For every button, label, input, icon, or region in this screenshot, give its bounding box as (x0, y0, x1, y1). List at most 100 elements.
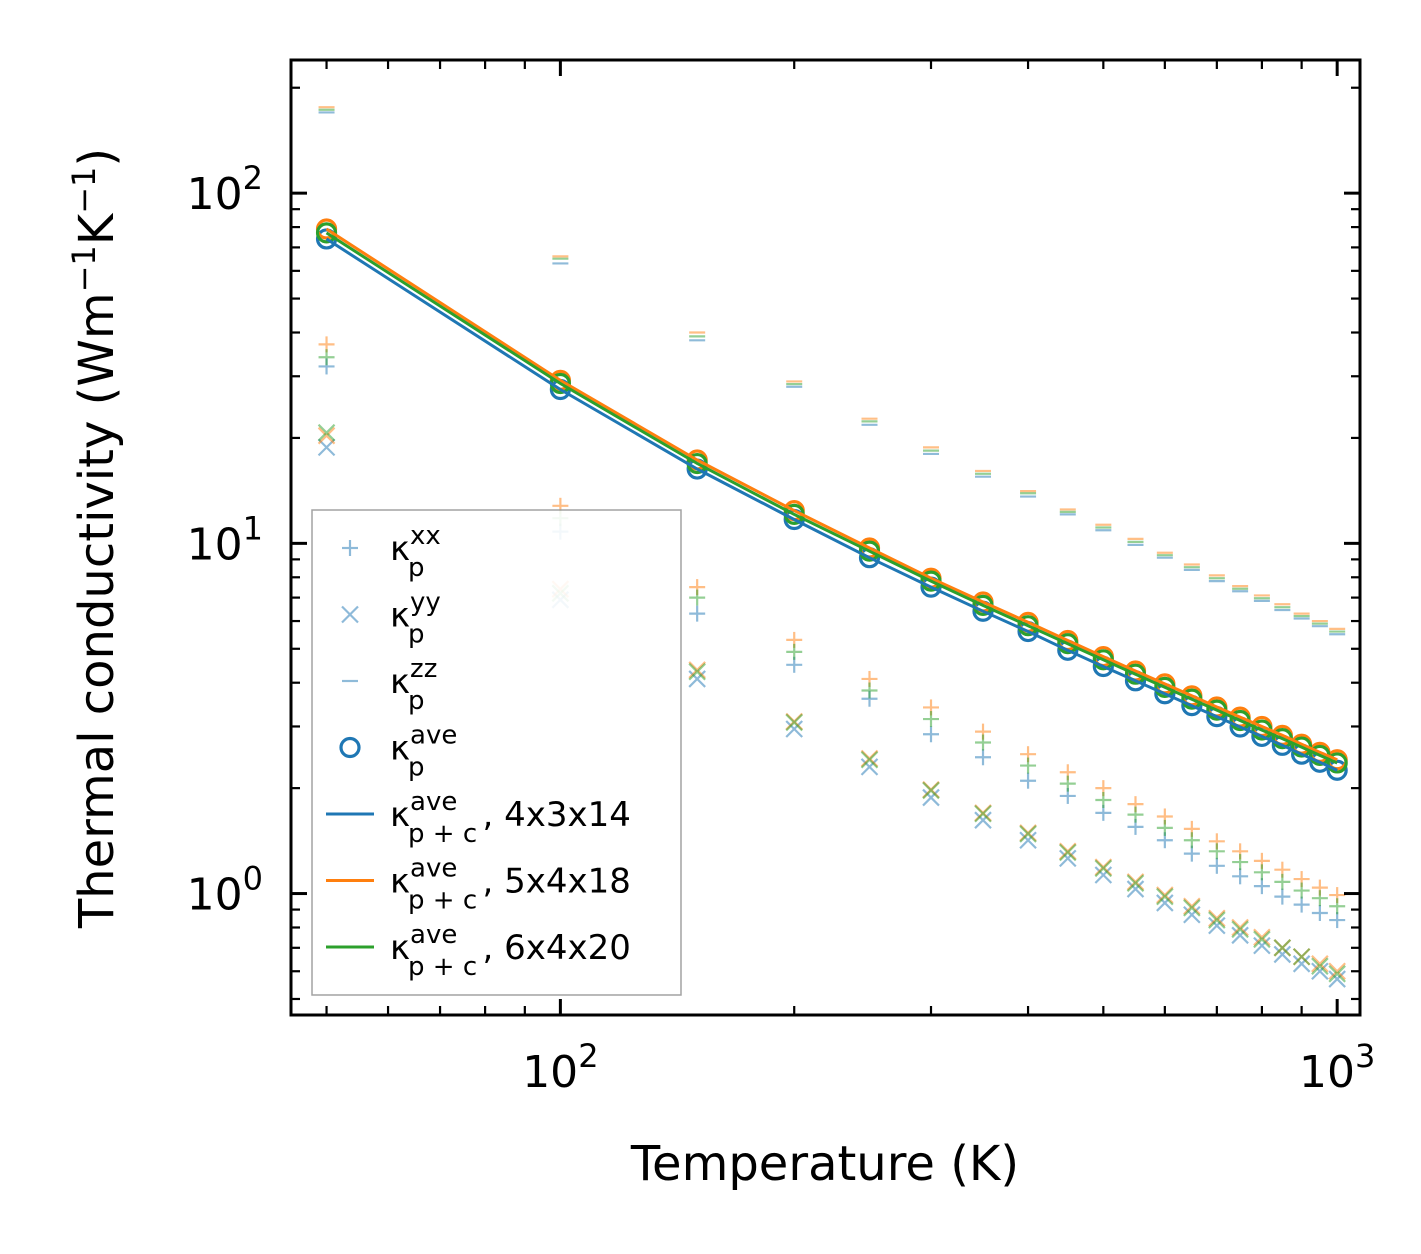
data-point (1156, 887, 1174, 906)
data-point (1253, 930, 1271, 949)
data-point (1059, 849, 1077, 868)
y-tick-label: 102 (187, 159, 263, 220)
data-point (1274, 873, 1291, 890)
data-point (315, 222, 338, 244)
data-point (689, 605, 706, 622)
data-point (1311, 955, 1329, 973)
data-point (1183, 845, 1200, 862)
series-kzz-5x4x18 (318, 106, 1346, 630)
data-point (860, 750, 879, 769)
series-kave-5x4x18-line (325, 227, 1338, 762)
data-point (688, 670, 706, 688)
data-point (1183, 897, 1201, 916)
data-point (1231, 918, 1249, 937)
data-point (1208, 909, 1226, 928)
series-kxx-5x4x18 (318, 336, 1346, 904)
data-point (1326, 759, 1348, 781)
axes-frame (289, 58, 1362, 1017)
y-ticks (291, 86, 1360, 1001)
legend-marker-swatch (339, 736, 361, 759)
legend-label: κave p + c, 4x3x14 (390, 787, 631, 849)
data-point (1311, 890, 1328, 907)
data-point (317, 423, 336, 442)
legend-box (311, 509, 682, 996)
legend-entry: κave p + c, 5x4x18 (326, 854, 631, 916)
data-point (1094, 866, 1113, 884)
legend-label: κzz p (390, 654, 437, 716)
data-point (1019, 825, 1037, 843)
data-point (1208, 916, 1226, 935)
data-point (1059, 775, 1076, 792)
series-kzz-6x4x20 (318, 108, 1346, 633)
data-point (974, 811, 992, 829)
data-point (1273, 939, 1292, 957)
data-point (1183, 899, 1201, 917)
data-point (1019, 831, 1037, 850)
data-point (1208, 857, 1225, 874)
data-point (786, 643, 803, 660)
data-point (922, 781, 940, 800)
series-kyy-6x4x20 (317, 423, 1346, 983)
legend-label: κxx p (390, 521, 441, 583)
y-axis-label-end: ) (69, 148, 125, 167)
data-point (688, 662, 706, 681)
legend-label: κyy p (390, 588, 441, 650)
data-point (1126, 880, 1145, 898)
data-point (1183, 905, 1201, 924)
data-point (318, 349, 335, 366)
data-point (785, 720, 803, 738)
series-kave-4x3x14-line (325, 237, 1338, 772)
data-point (1232, 868, 1249, 885)
data-point (1311, 962, 1329, 981)
data-point (1127, 806, 1144, 823)
data-point (785, 713, 803, 732)
data-point (1095, 791, 1112, 808)
series-kave-6x4x20-line (325, 231, 1338, 765)
data-point (1208, 843, 1225, 860)
data-point (1208, 911, 1226, 929)
data-point (1231, 926, 1249, 945)
data-point (861, 682, 878, 699)
legend-label: κave p + c, 5x4x18 (390, 854, 631, 916)
y-tick-label: 100 (187, 860, 263, 921)
data-point (974, 804, 992, 823)
x-axis-label: Temperature (K) (630, 1136, 1019, 1192)
y-axis-label: Thermal conductivity (Wm−1K−1) (65, 148, 125, 929)
data-point (1020, 757, 1037, 774)
data-point (923, 711, 940, 728)
y-tick-label: 101 (187, 509, 263, 570)
data-point (1293, 882, 1310, 899)
y-axis-label-base: Thermal conductivity (Wm (69, 292, 125, 929)
series-kzz-4x3x14 (318, 111, 1346, 636)
legend-entry: κave p + c, 6x4x20 (326, 920, 631, 982)
data-point (1328, 962, 1346, 981)
data-point (688, 661, 706, 679)
y-axis-label-mid: K (69, 212, 125, 245)
legend-label: κave p + c, 6x4x20 (390, 920, 631, 982)
data-point (317, 426, 336, 445)
data-point (1020, 772, 1037, 789)
data-point (1156, 819, 1173, 836)
data-point (1232, 854, 1249, 871)
legend-marker-swatch (341, 605, 359, 624)
data-point (1328, 970, 1346, 988)
data-point (1292, 947, 1311, 966)
data-point (1329, 898, 1346, 915)
data-point (1253, 878, 1270, 895)
data-point (860, 758, 879, 776)
data-point (1253, 928, 1271, 947)
axes: 102 103 100 101 102 (187, 58, 1375, 1098)
data-point (975, 734, 992, 751)
data-point (1311, 904, 1328, 921)
data-point (1273, 945, 1292, 964)
data-point (1274, 888, 1291, 905)
legend-entry: κyy p (341, 588, 441, 650)
data-point (1126, 874, 1145, 893)
data-point (1311, 957, 1329, 976)
legend-entry: κave p + c, 4x3x14 (326, 787, 631, 849)
data-point (922, 788, 940, 807)
x-tick-label: 103 (1299, 1037, 1375, 1098)
data-point (1094, 859, 1113, 878)
data-point (1292, 955, 1311, 973)
